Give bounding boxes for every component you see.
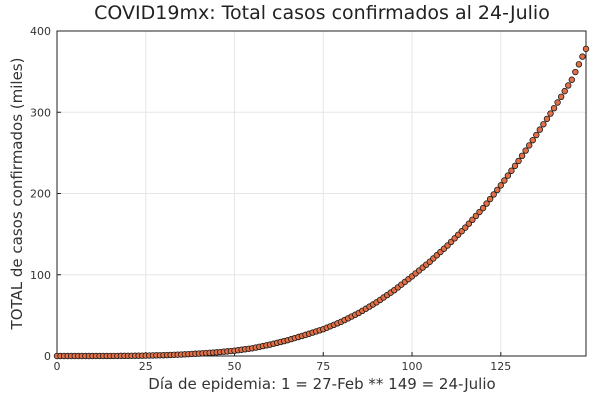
data-point: [469, 216, 476, 224]
data-point: [476, 208, 483, 216]
y-tick-label: 400: [30, 25, 51, 38]
data-points: [53, 45, 590, 360]
x-tick-label: 0: [54, 360, 61, 373]
x-tick-label: 50: [228, 360, 242, 373]
data-point: [572, 68, 579, 76]
data-point: [486, 195, 494, 203]
data-point: [508, 167, 515, 174]
data-point: [462, 224, 469, 231]
data-point: [525, 142, 533, 149]
data-point: [557, 93, 565, 101]
data-point: [465, 220, 473, 227]
data-point: [504, 172, 512, 179]
y-axis-label: TOTAL de casos confirmados (miles): [8, 58, 26, 331]
data-point: [547, 110, 554, 117]
data-point: [579, 53, 586, 60]
axis-ticks: 0 25 50 75 100 125 0 100 200 300 400: [30, 25, 511, 373]
data-point: [529, 136, 536, 144]
x-tick-label: 100: [402, 360, 423, 373]
data-point: [543, 115, 551, 123]
data-point: [490, 191, 497, 198]
data-point: [536, 126, 544, 133]
data-point: [522, 147, 529, 154]
grid: [56, 30, 586, 357]
x-tick-label: 25: [139, 360, 153, 373]
y-tick-label: 300: [30, 106, 51, 119]
data-point: [497, 182, 504, 189]
data-point: [575, 61, 583, 68]
data-point: [561, 87, 568, 95]
data-point: [479, 204, 487, 212]
data-point: [472, 212, 480, 220]
y-tick-label: 200: [30, 188, 51, 201]
data-point: [515, 157, 522, 165]
data-point: [540, 121, 547, 128]
data-point: [494, 186, 501, 194]
chart-title: COVID19mx: Total casos confirmados al 24…: [94, 2, 550, 24]
data-point: [511, 162, 519, 170]
data-point: [483, 200, 490, 207]
data-point: [582, 45, 590, 53]
data-point: [554, 99, 561, 106]
data-point: [565, 82, 572, 89]
data-point: [501, 177, 508, 184]
data-point: [550, 104, 558, 112]
data-point: [533, 131, 540, 139]
y-tick-label: 0: [44, 350, 51, 363]
data-point: [518, 152, 526, 159]
x-axis-label: Día de epidemia: 1 = 27-Feb ** 149 = 24-…: [148, 375, 495, 393]
y-tick-label: 100: [30, 269, 51, 282]
x-tick-label: 75: [316, 360, 330, 373]
data-point: [568, 76, 575, 83]
x-tick-label: 125: [490, 360, 511, 373]
